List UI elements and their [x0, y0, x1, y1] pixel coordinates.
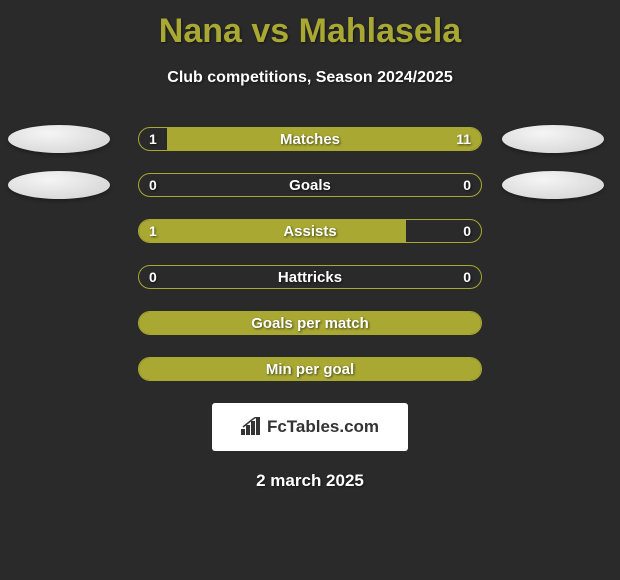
stat-row: 10Assists — [0, 219, 620, 243]
logo-text: FcTables.com — [267, 417, 379, 437]
chart-icon — [241, 417, 263, 438]
avatar-right — [502, 125, 604, 153]
stat-bar: 10Assists — [138, 219, 482, 243]
date-text: 2 march 2025 — [0, 471, 620, 491]
page-title: Nana vs Mahlasela — [0, 0, 620, 51]
stat-bar: 111Matches — [138, 127, 482, 151]
stat-label: Goals — [139, 174, 481, 196]
avatar-left — [8, 125, 110, 153]
stat-bar: Goals per match — [138, 311, 482, 335]
subtitle: Club competitions, Season 2024/2025 — [0, 69, 620, 87]
chart-area: 111Matches 00Goals 10Assists 00Hattricks Goa… — [0, 127, 620, 381]
stat-row: 111Matches — [0, 127, 620, 151]
stat-bar: Min per goal — [138, 357, 482, 381]
stat-label: Goals per match — [139, 312, 481, 334]
stat-label: Matches — [139, 128, 481, 150]
stat-row: 00Hattricks — [0, 265, 620, 289]
logo-box: FcTables.com — [212, 403, 408, 451]
stat-bar: 00Goals — [138, 173, 482, 197]
stat-row: Goals per match — [0, 311, 620, 335]
avatar-right — [502, 171, 604, 199]
stat-label: Min per goal — [139, 358, 481, 380]
stat-label: Hattricks — [139, 266, 481, 288]
stat-bar: 00Hattricks — [138, 265, 482, 289]
stat-row: Min per goal — [0, 357, 620, 381]
avatar-left — [8, 171, 110, 199]
stat-row: 00Goals — [0, 173, 620, 197]
stat-label: Assists — [139, 220, 481, 242]
